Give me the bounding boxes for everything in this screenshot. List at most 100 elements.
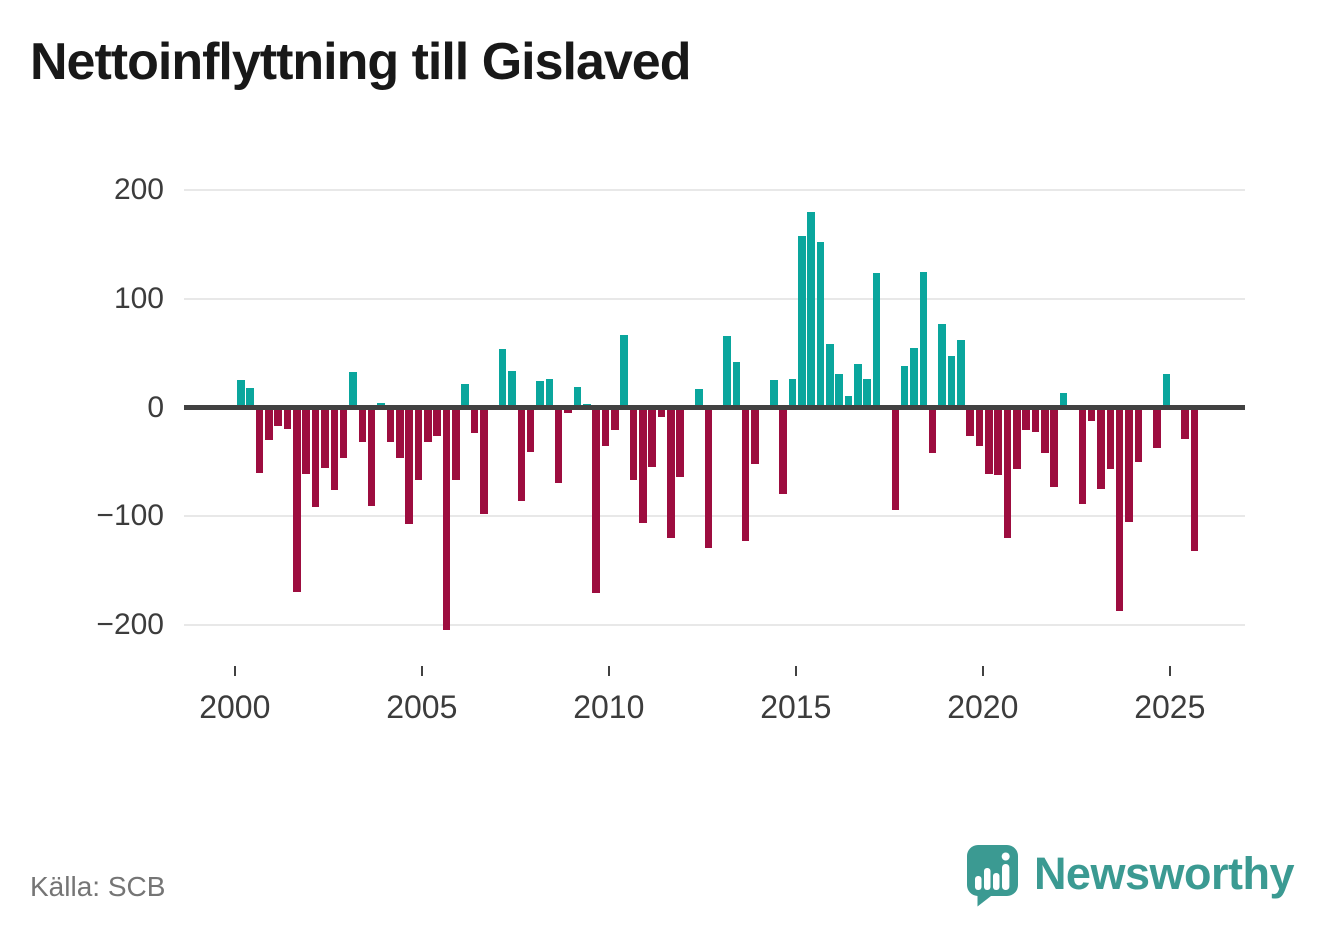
bar-2021Q1 xyxy=(1022,409,1030,431)
bar-2015Q2 xyxy=(807,211,815,408)
y-axis-label--200: −200 xyxy=(96,608,164,641)
bar-2011Q3 xyxy=(667,409,675,538)
bar-2021Q3 xyxy=(1041,409,1049,453)
bar-2018Q2 xyxy=(919,271,928,408)
bar-2021Q4 xyxy=(1050,409,1059,487)
bar-2011Q4 xyxy=(676,409,685,477)
bar-2007Q3 xyxy=(517,409,526,501)
x-axis-tick-2015 xyxy=(794,666,797,676)
bar-2003Q1 xyxy=(349,371,357,408)
bar-2005Q3 xyxy=(442,409,451,631)
bar-2001Q1 xyxy=(274,409,282,426)
bar-2001Q3 xyxy=(293,409,301,593)
bar-2002Q1 xyxy=(311,409,320,508)
bar-2002Q2 xyxy=(321,409,329,469)
bar-2006Q2 xyxy=(470,409,479,434)
bar-2024Q1 xyxy=(1134,409,1143,462)
bar-2013Q4 xyxy=(751,409,759,464)
bar-2022Q4 xyxy=(1087,409,1096,422)
logo-bar-medium xyxy=(992,873,1000,890)
bar-2004Q4 xyxy=(414,409,423,481)
bar-2023Q1 xyxy=(1097,409,1105,489)
logo-bar-tall xyxy=(983,868,991,890)
bar-2007Q4 xyxy=(526,409,535,452)
bar-2015Q1 xyxy=(798,235,806,408)
bar-2004Q1 xyxy=(386,409,395,443)
bar-2012Q3 xyxy=(704,409,713,548)
bar-2014Q3 xyxy=(779,409,787,495)
bar-2013Q1 xyxy=(723,335,731,408)
bar-2010Q3 xyxy=(629,409,638,481)
x-axis-label-2025: 2025 xyxy=(1134,689,1206,725)
bar-2007Q1 xyxy=(498,348,507,408)
bar-2000Q3 xyxy=(255,409,264,473)
bar-2023Q4 xyxy=(1125,409,1133,522)
bar-2020Q4 xyxy=(1013,409,1021,470)
x-axis-label-2020: 2020 xyxy=(947,689,1019,725)
x-axis-tick-2000 xyxy=(233,666,236,676)
bar-2010Q1 xyxy=(611,409,619,431)
bar-2011Q1 xyxy=(648,409,656,468)
bar-2018Q1 xyxy=(910,347,918,408)
y-axis-label-200: 200 xyxy=(113,173,164,206)
bar-2019Q4 xyxy=(975,409,984,447)
logo-exclamation-dot xyxy=(1001,852,1010,861)
bar-2020Q3 xyxy=(1003,409,1012,538)
bar-2002Q4 xyxy=(339,409,348,459)
bar-2002Q3 xyxy=(330,409,339,490)
x-axis-label-2010: 2010 xyxy=(573,689,645,725)
bar-2001Q2 xyxy=(283,409,292,430)
bar-2005Q1 xyxy=(424,409,432,443)
bar-2019Q2 xyxy=(956,340,965,408)
bar-2000Q4 xyxy=(265,409,273,440)
bar-2017Q3 xyxy=(891,409,900,510)
bar-2011Q2 xyxy=(657,409,666,418)
bar-2008Q3 xyxy=(554,409,563,484)
bar-2012Q2 xyxy=(695,389,703,408)
bar-2004Q3 xyxy=(405,409,413,524)
bar-2015Q4 xyxy=(826,344,834,408)
bar-2003Q3 xyxy=(367,409,376,507)
bar-2020Q2 xyxy=(994,409,1002,475)
newsworthy-branding: Newsworthy xyxy=(965,843,1295,907)
bar-2001Q4 xyxy=(302,409,311,474)
bar-2013Q3 xyxy=(741,409,750,542)
zero-axis-line xyxy=(184,405,1245,410)
bar-2020Q1 xyxy=(985,409,993,474)
bar-2009Q3 xyxy=(592,409,600,594)
logo-exclamation-bar xyxy=(1001,864,1010,890)
bar-2010Q2 xyxy=(620,334,628,408)
bar-2023Q2 xyxy=(1106,409,1115,470)
bar-2019Q1 xyxy=(947,356,956,408)
bar-2008Q1 xyxy=(536,381,544,408)
bar-2009Q4 xyxy=(601,409,610,447)
x-axis-tick-2020 xyxy=(981,666,984,676)
bar-2016Q1 xyxy=(835,373,843,408)
y-axis-label--100: −100 xyxy=(96,499,164,533)
bar-2006Q3 xyxy=(480,409,488,514)
gridline--200 xyxy=(184,624,1245,626)
bar-2014Q4 xyxy=(788,379,797,408)
bar-2008Q4 xyxy=(564,409,572,413)
y-axis-label-0: 0 xyxy=(147,390,164,424)
bar-2025Q3 xyxy=(1190,409,1199,551)
bar-2016Q3 xyxy=(854,364,862,408)
logo-bar-small xyxy=(974,876,982,890)
bar-2023Q3 xyxy=(1115,409,1124,611)
bar-2025Q2 xyxy=(1181,409,1189,439)
x-axis-label-2015: 2015 xyxy=(760,689,832,725)
gridline--100 xyxy=(184,515,1245,518)
bar-2018Q4 xyxy=(938,323,946,408)
newsworthy-wordmark: Newsworthy xyxy=(1033,848,1295,899)
bar-2022Q3 xyxy=(1078,409,1087,505)
bar-2019Q3 xyxy=(966,409,974,436)
bar-2005Q2 xyxy=(433,409,441,436)
bar-2005Q4 xyxy=(452,409,460,481)
bar-2018Q3 xyxy=(928,409,937,453)
gridline-200 xyxy=(184,189,1245,191)
bar-2000Q2 xyxy=(246,387,254,408)
gridline-100 xyxy=(184,297,1245,300)
bar-2004Q2 xyxy=(395,409,404,459)
bar-2013Q2 xyxy=(732,361,741,408)
